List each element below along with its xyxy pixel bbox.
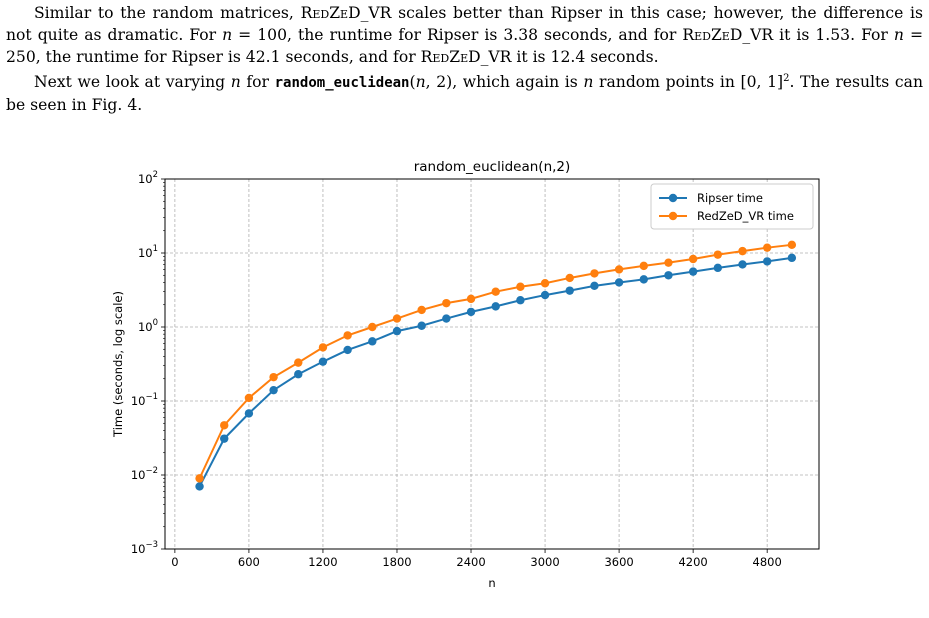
data-point xyxy=(466,307,476,317)
data-point xyxy=(491,287,500,296)
data-point xyxy=(368,322,377,332)
data-point xyxy=(688,267,698,276)
legend-box xyxy=(650,183,814,230)
x-tick-label: 600 xyxy=(238,555,260,569)
x-axis-label: n xyxy=(488,576,495,590)
x-tick-label: 4200 xyxy=(678,555,707,569)
data-point xyxy=(269,372,278,382)
data-point xyxy=(442,314,451,323)
data-point xyxy=(343,345,352,355)
x-tick-label: 3600 xyxy=(604,555,633,569)
data-point xyxy=(318,357,328,366)
legend-label: Ripser time xyxy=(697,191,763,205)
data-point xyxy=(590,281,599,291)
data-point xyxy=(417,305,426,315)
data-point xyxy=(664,271,673,280)
x-tick-label: 1200 xyxy=(308,555,337,569)
x-tick-label: 1800 xyxy=(382,555,411,569)
data-point xyxy=(343,331,352,340)
grid xyxy=(165,178,819,550)
data-point xyxy=(540,279,550,288)
data-point xyxy=(368,337,377,346)
data-point xyxy=(713,263,723,273)
data-point xyxy=(220,434,229,443)
data-point xyxy=(713,250,723,259)
data-point xyxy=(565,286,574,295)
data-point xyxy=(195,474,204,483)
x-tick-label: 4800 xyxy=(753,555,782,569)
data-point xyxy=(762,243,772,252)
legend: Ripser time RedZeD_VR time xyxy=(650,183,814,230)
data-point xyxy=(762,257,772,266)
data-point xyxy=(195,482,204,491)
data-point xyxy=(516,296,525,305)
y-tick-label: 101 xyxy=(138,244,158,260)
legend-marker xyxy=(668,211,678,221)
data-point xyxy=(318,343,328,352)
data-point xyxy=(787,253,797,263)
series-points xyxy=(195,240,797,491)
data-point xyxy=(294,370,303,379)
y-tick-label: 10−2 xyxy=(131,466,158,482)
data-point xyxy=(738,246,747,256)
axis-ticks: 0 600 1200 1800 2400 3000 3600 4200 4800 10−3 10−2… xyxy=(131,170,782,569)
legend-marker xyxy=(668,193,678,203)
data-point xyxy=(614,265,624,274)
data-point xyxy=(417,321,426,330)
chart-title: random_euclidean(n,2) xyxy=(414,159,571,175)
data-point xyxy=(244,393,254,403)
legend-label: RedZeD_VR time xyxy=(697,209,794,223)
y-axis-label: Time (seconds, log scale) xyxy=(111,291,125,438)
data-point xyxy=(565,273,574,283)
data-point xyxy=(269,385,278,395)
x-tick-label: 3000 xyxy=(530,555,559,569)
data-point xyxy=(244,409,254,418)
data-point xyxy=(392,314,402,323)
series-lines xyxy=(198,243,792,487)
y-tick-label: 10−3 xyxy=(131,540,158,556)
data-point xyxy=(787,240,797,250)
data-point xyxy=(442,298,451,308)
data-point xyxy=(516,282,525,291)
data-point xyxy=(294,358,303,367)
data-point xyxy=(540,290,550,300)
data-point xyxy=(590,269,599,278)
data-point xyxy=(639,275,648,284)
paragraph-2: Next we look at varying n for random_euc… xyxy=(6,73,923,115)
data-point xyxy=(639,261,648,271)
plot-frame xyxy=(164,178,820,550)
series-line-2 xyxy=(198,243,792,479)
data-point xyxy=(664,258,673,267)
data-point xyxy=(220,421,229,430)
data-point xyxy=(491,302,500,311)
y-tick-label: 102 xyxy=(138,170,158,186)
x-tick-label: 2400 xyxy=(456,555,485,569)
y-tick-label: 10−1 xyxy=(131,392,158,408)
x-tick-label: 0 xyxy=(171,555,178,569)
body-text: Similar to the random matrices, RedZeD_V… xyxy=(6,2,923,116)
data-point xyxy=(392,326,402,336)
data-point xyxy=(688,254,698,264)
data-point xyxy=(466,294,476,304)
paragraph-1: Similar to the random matrices, RedZeD_V… xyxy=(6,4,924,66)
data-point xyxy=(738,260,747,269)
data-point xyxy=(614,278,624,287)
y-tick-label: 100 xyxy=(138,318,158,334)
